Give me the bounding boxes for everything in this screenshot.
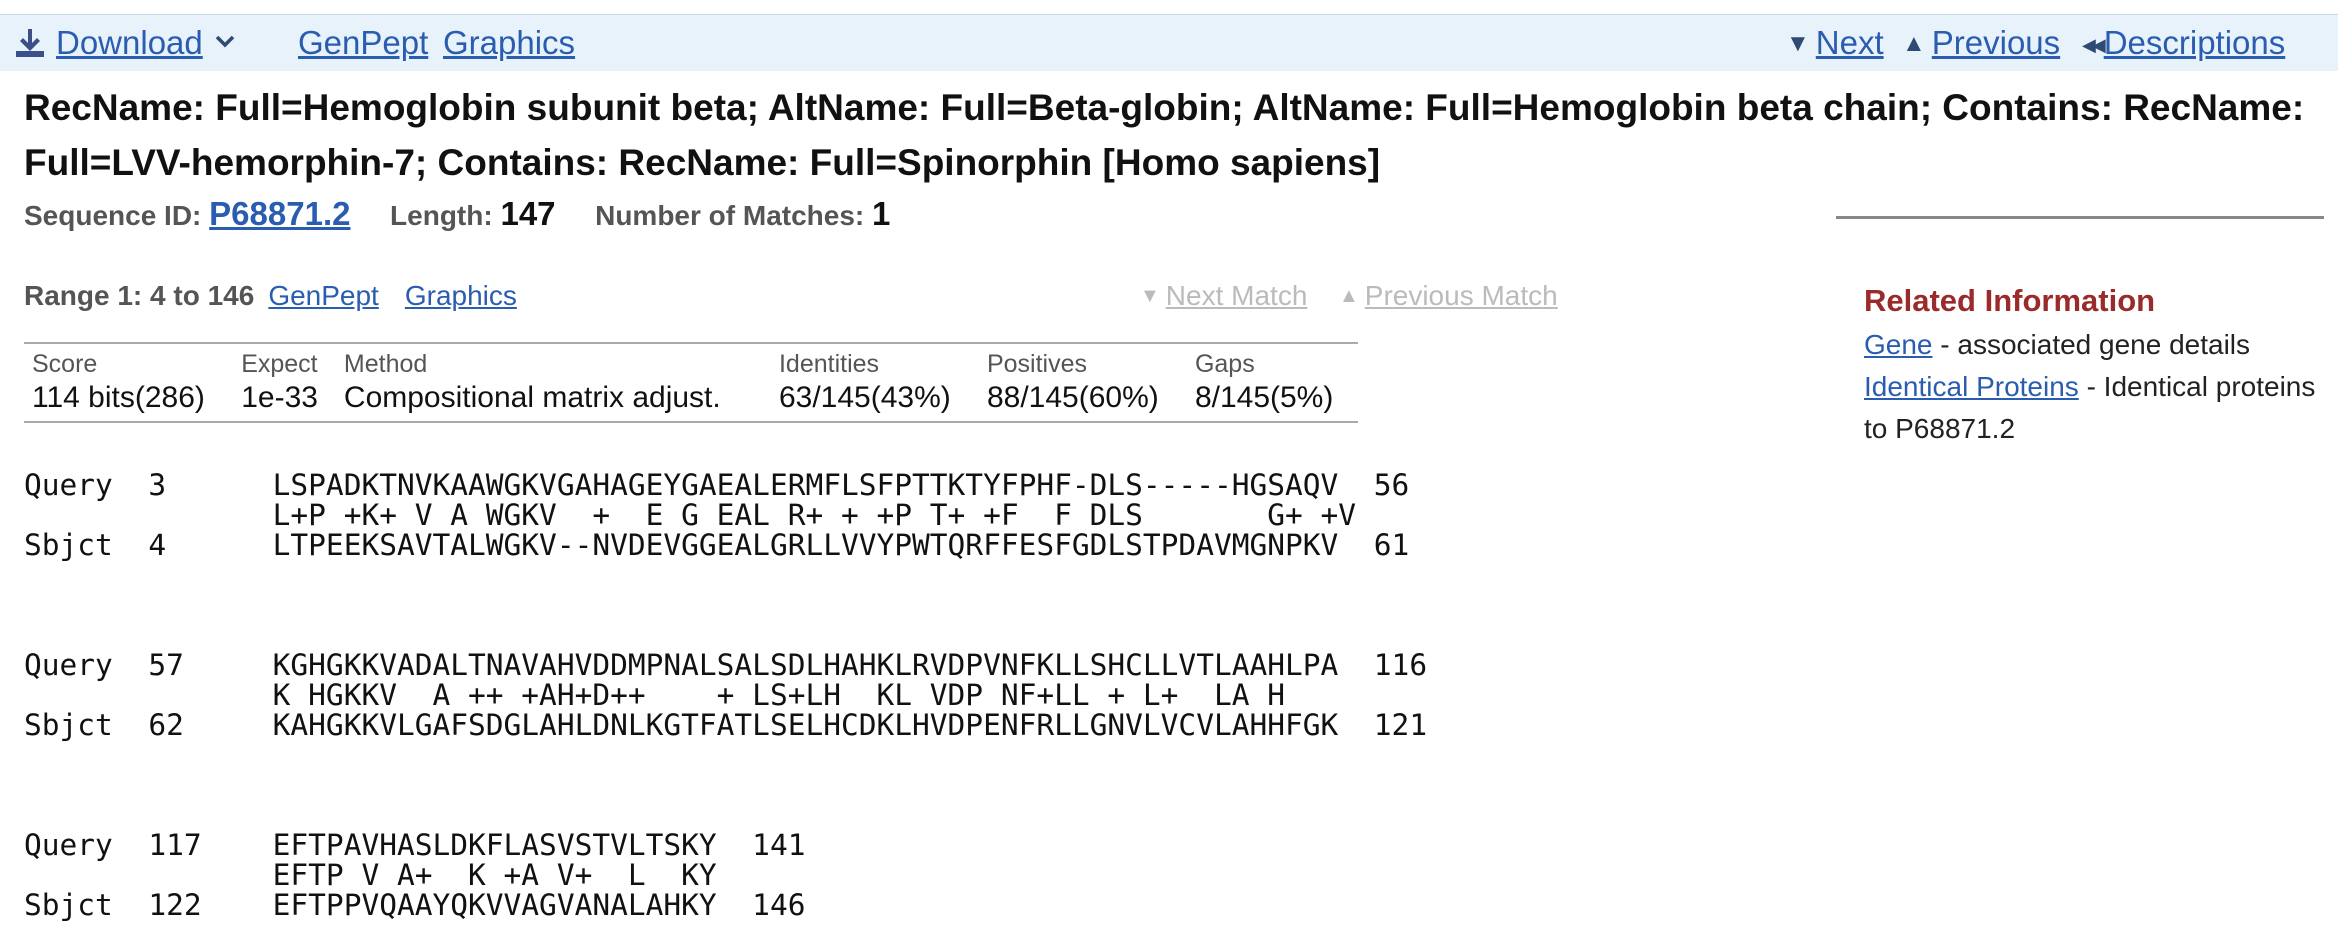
header-gaps: Gaps <box>1194 350 1255 378</box>
range-genpept-link[interactable]: GenPept <box>268 280 379 311</box>
page-title: RecName: Full=Hemoglobin subunit beta; A… <box>24 87 2305 183</box>
identical-proteins-description: - Identical proteins to P68871.2 <box>1864 371 2316 444</box>
related-identical-item: Identical Proteins - Identical proteins … <box>1864 366 2324 450</box>
method-value: Compositional matrix adjust. <box>343 381 721 414</box>
range-header: Range 1: 4 to 146 GenPept Graphics <box>24 280 517 312</box>
matches-value: 1 <box>872 195 891 232</box>
double-left-arrow-icon: ◀◀ <box>2082 35 2106 55</box>
length-value: 147 <box>500 195 556 232</box>
download-menu[interactable]: Download <box>56 24 203 61</box>
midline: L+P +K+ V A WGKV + E G EAL R+ + +P T+ +F… <box>24 498 1357 532</box>
descriptions-nav[interactable]: ◀◀Descriptions <box>2082 24 2285 62</box>
score-table-row: 114 bits(286) 1e-33 Compositional matrix… <box>24 381 1358 422</box>
chevron-down-icon[interactable] <box>214 29 236 53</box>
alignment-block: Query 3 LSPADKTNVKAAWGKVGAHAGEYGAEALERMF… <box>24 470 1427 560</box>
triangle-down-icon: ▼ <box>1140 285 1160 307</box>
divider <box>1836 216 2324 219</box>
triangle-down-icon: ▼ <box>1786 30 1810 57</box>
score-table: Score Expect Method Identities Positives… <box>24 342 1358 423</box>
graphics-link[interactable]: Graphics <box>443 24 576 61</box>
related-gene-item: Gene - associated gene details <box>1864 324 2324 366</box>
midline: K HGKKV A ++ +AH+D++ + LS+LH KL VDP NF+L… <box>24 678 1285 712</box>
range-graphics-link[interactable]: Graphics <box>404 280 517 311</box>
previous-nav[interactable]: ▲ Previous <box>1902 24 2060 62</box>
sequence-id-label: Sequence ID: <box>24 200 202 231</box>
gaps-value: 8/145(5%) <box>1194 381 1334 414</box>
previous-match-link[interactable]: Previous Match <box>1364 280 1558 311</box>
match-navigation: ▼ Next Match ▲ Previous Match <box>1140 280 1558 312</box>
related-information-title: Related Information <box>1864 283 2156 318</box>
triangle-up-icon: ▲ <box>1902 30 1926 57</box>
score-table-header-row: Score Expect Method Identities Positives… <box>24 343 1358 381</box>
gene-link[interactable]: Gene <box>1864 329 1933 360</box>
descriptions-link[interactable]: Descriptions <box>2103 24 2286 61</box>
results-toolbar: Download GenPept Graphics ▼ Next ▲ Previou… <box>0 14 2338 71</box>
header-identities: Identities <box>778 350 880 378</box>
length-label: Length: <box>390 200 493 231</box>
positives-value: 88/145(60%) <box>986 381 1159 414</box>
alignment-block: Query 57 KGHGKKVADALTNAVAHVDDMPNALSALSDL… <box>24 650 1427 740</box>
score-value: 114 bits(286) <box>32 381 205 414</box>
next-match-link[interactable]: Next Match <box>1165 280 1308 311</box>
previous-link[interactable]: Previous <box>1931 24 2061 61</box>
query-line: Query 3 LSPADKTNVKAAWGKVGAHAGEYGAEALERMF… <box>24 468 1410 502</box>
sbjct-line: Sbjct 62 KAHGKKVLGAFSDGLAHLDNLKGTFATLSEL… <box>24 708 1428 742</box>
sequence-info: Sequence ID: P68871.2 Length: 147 Number… <box>24 195 890 233</box>
query-line: Query 117 EFTPAVHASLDKFLASVSTVLTSKY 141 <box>24 828 806 862</box>
expect-value: 1e-33 <box>241 381 318 414</box>
header-method: Method <box>343 350 428 378</box>
matches-label: Number of Matches: <box>595 200 865 231</box>
query-line: Query 57 KGHGKKVADALTNAVAHVDDMPNALSALSDL… <box>24 648 1428 682</box>
download-icon[interactable] <box>14 27 46 59</box>
next-link[interactable]: Next <box>1815 24 1884 61</box>
midline: EFTP V A+ K +A V+ L KY <box>24 858 717 892</box>
triangle-up-icon: ▲ <box>1338 285 1359 307</box>
sequence-alignment: Query 3 LSPADKTNVKAAWGKVGAHAGEYGAEALERMF… <box>24 440 1427 950</box>
header-positives: Positives <box>986 350 1087 378</box>
sbjct-line: Sbjct 4 LTPEEKSAVTALWGKV--NVDEVGGEALGRLL… <box>24 528 1410 562</box>
next-nav[interactable]: ▼ Next <box>1786 24 1884 62</box>
genpept-link[interactable]: GenPept <box>298 24 429 61</box>
identical-proteins-link[interactable]: Identical Proteins <box>1864 371 2079 402</box>
gene-description: - associated gene details <box>1940 329 2251 360</box>
identities-value: 63/145(43%) <box>778 381 951 414</box>
range-label: Range 1: 4 to 146 <box>24 280 255 311</box>
related-information-panel: Related Information Gene - associated ge… <box>1864 280 2324 450</box>
sbjct-line: Sbjct 122 EFTPPVQAAYQKVVAGVANALAHKY 146 <box>24 888 806 922</box>
alignment-block: Query 117 EFTPAVHASLDKFLASVSTVLTSKY 141 … <box>24 830 1427 920</box>
header-expect: Expect <box>241 350 318 378</box>
sequence-id-link[interactable]: P68871.2 <box>209 195 351 232</box>
header-score: Score <box>32 350 98 378</box>
